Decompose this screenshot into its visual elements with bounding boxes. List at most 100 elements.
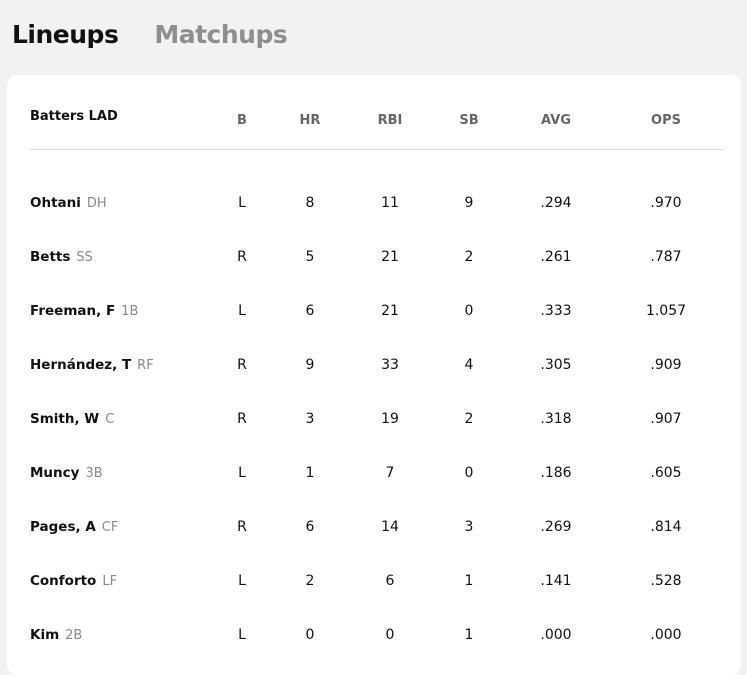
stat-rbi: 33 — [381, 357, 399, 373]
player-name[interactable]: Hernández, T RF — [30, 357, 154, 373]
stat-rbi: 7 — [385, 465, 395, 481]
player-name-text: Kim — [30, 627, 60, 643]
stat-sb: 4 — [464, 357, 474, 373]
header-divider — [30, 149, 725, 150]
player-name[interactable]: Freeman, F 1B — [30, 303, 138, 319]
table-row: Kim 2B L 0 0 1 .000 .000 — [7, 616, 741, 670]
stat-ops: .000 — [650, 627, 682, 643]
column-header-b[interactable]: B — [237, 113, 247, 128]
stat-ops: .787 — [650, 249, 682, 265]
stat-b: R — [237, 519, 247, 535]
player-name-text: Freeman, F — [30, 303, 116, 319]
stat-avg: .261 — [540, 249, 572, 265]
player-name[interactable]: Kim 2B — [30, 627, 82, 643]
stat-ops: .909 — [650, 357, 682, 373]
stat-b: L — [238, 303, 246, 319]
player-name[interactable]: Pages, A CF — [30, 519, 118, 535]
stat-sb: 3 — [464, 519, 474, 535]
stat-hr: 1 — [305, 465, 315, 481]
column-header-sb[interactable]: SB — [459, 113, 479, 128]
stat-rbi: 6 — [385, 573, 395, 589]
stat-avg: .269 — [540, 519, 572, 535]
tab-bar: Lineups Matchups — [12, 20, 288, 49]
table-row: Conforto LF L 2 6 1 .141 .528 — [7, 562, 741, 616]
player-position: DH — [86, 196, 107, 211]
column-header-hr[interactable]: HR — [299, 113, 321, 128]
stat-hr: 0 — [305, 627, 315, 643]
stat-rbi: 0 — [385, 627, 395, 643]
stat-avg: .333 — [540, 303, 572, 319]
stat-hr: 9 — [305, 357, 315, 373]
stat-rbi: 21 — [381, 303, 399, 319]
stat-b: R — [237, 357, 247, 373]
player-name-text: Betts — [30, 249, 71, 265]
table-header: Batters LAD B HR RBI SB AVG OPS — [7, 75, 741, 150]
column-header-avg[interactable]: AVG — [541, 113, 571, 128]
player-position: 2B — [65, 628, 83, 643]
stat-hr: 8 — [305, 195, 315, 211]
table-row: Ohtani DH L 8 11 9 .294 .970 — [7, 184, 741, 238]
stat-hr: 6 — [305, 519, 315, 535]
stat-hr: 5 — [305, 249, 315, 265]
player-position: 1B — [121, 304, 139, 319]
stat-avg: .294 — [540, 195, 572, 211]
stat-hr: 6 — [305, 303, 315, 319]
stat-sb: 2 — [464, 249, 474, 265]
stat-sb: 9 — [464, 195, 474, 211]
stat-b: R — [237, 249, 247, 265]
lineup-card: Batters LAD B HR RBI SB AVG OPS Ohtani DH L 8 11 9… — [7, 75, 741, 675]
stat-rbi: 21 — [381, 249, 399, 265]
table-row: Hernández, T RF R 9 33 4 .305 .909 — [7, 346, 741, 400]
stat-avg: .141 — [540, 573, 572, 589]
column-header-ops[interactable]: OPS — [651, 113, 681, 128]
stat-ops: .528 — [650, 573, 682, 589]
player-name[interactable]: Betts SS — [30, 249, 93, 265]
stat-b: L — [238, 573, 246, 589]
player-position: C — [105, 412, 115, 427]
player-name-text: Pages, A — [30, 519, 96, 535]
player-position: 3B — [85, 466, 103, 481]
stat-b: L — [238, 627, 246, 643]
table-row: Freeman, F 1B L 6 21 0 .333 1.057 — [7, 292, 741, 346]
stat-sb: 1 — [464, 627, 474, 643]
player-name[interactable]: Ohtani DH — [30, 195, 107, 211]
column-header-rbi[interactable]: RBI — [377, 113, 403, 128]
player-position: CF — [101, 520, 119, 535]
stat-rbi: 14 — [381, 519, 399, 535]
stat-avg: .000 — [540, 627, 572, 643]
stat-ops: .605 — [650, 465, 682, 481]
stat-ops: .907 — [650, 411, 682, 427]
player-name-text: Smith, W — [30, 411, 100, 427]
stat-sb: 0 — [464, 303, 474, 319]
table-row: Pages, A CF R 6 14 3 .269 .814 — [7, 508, 741, 562]
stat-ops: .970 — [650, 195, 682, 211]
stat-sb: 2 — [464, 411, 474, 427]
stat-sb: 1 — [464, 573, 474, 589]
player-name-text: Muncy — [30, 465, 80, 481]
stat-rbi: 19 — [381, 411, 399, 427]
stat-hr: 2 — [305, 573, 315, 589]
stat-rbi: 11 — [381, 195, 399, 211]
stat-hr: 3 — [305, 411, 315, 427]
tab-matchups[interactable]: Matchups — [154, 20, 288, 49]
player-name[interactable]: Muncy 3B — [30, 465, 103, 481]
player-name-text: Ohtani — [30, 195, 81, 211]
stat-b: R — [237, 411, 247, 427]
player-name[interactable]: Smith, W C — [30, 411, 114, 427]
table-row: Muncy 3B L 1 7 0 .186 .605 — [7, 454, 741, 508]
stat-avg: .186 — [540, 465, 572, 481]
player-name[interactable]: Conforto LF — [30, 573, 117, 589]
stat-avg: .318 — [540, 411, 572, 427]
stat-sb: 0 — [464, 465, 474, 481]
tab-lineups[interactable]: Lineups — [12, 20, 119, 49]
stat-ops: .814 — [650, 519, 682, 535]
player-position: RF — [137, 358, 154, 373]
player-name-text: Conforto — [30, 573, 97, 589]
stat-b: L — [238, 195, 246, 211]
stat-b: L — [238, 465, 246, 481]
team-header: Batters LAD — [30, 109, 118, 124]
stat-ops: 1.057 — [645, 303, 687, 319]
stat-avg: .305 — [540, 357, 572, 373]
table-row: Betts SS R 5 21 2 .261 .787 — [7, 238, 741, 292]
player-name-text: Hernández, T — [30, 357, 132, 373]
